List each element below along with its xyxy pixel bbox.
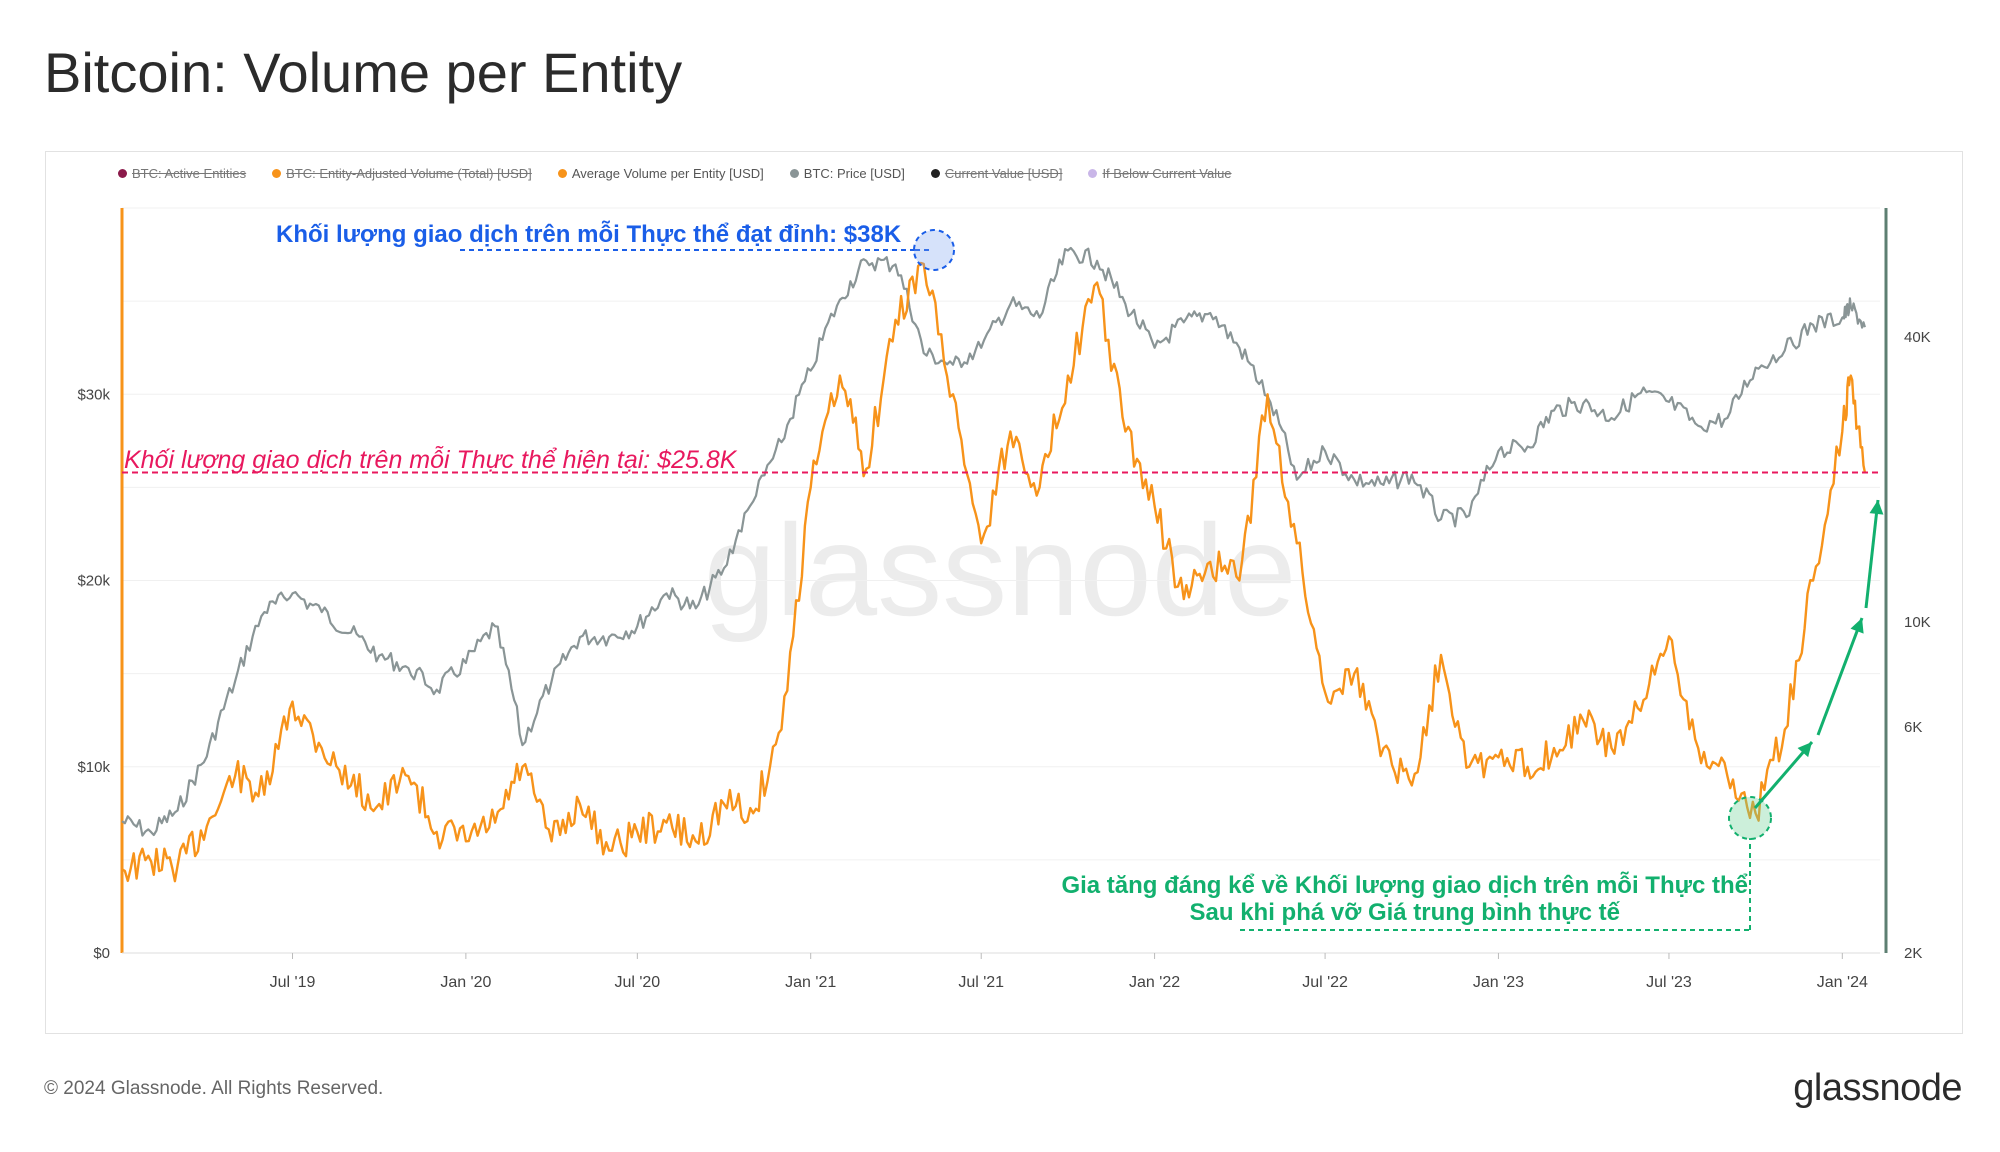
legend-label: BTC: Active Entities	[132, 166, 247, 181]
trend-arrow-head	[1869, 500, 1884, 515]
chart-container: BTC: Active Entities BTC: Entity-Adjuste…	[45, 151, 1963, 1034]
legend-marker	[789, 169, 799, 178]
x-tick-label: Jul '23	[1646, 974, 1692, 991]
legend-item-current-value[interactable]: Current Value [USD]	[930, 166, 1063, 181]
x-tick-label: Jan '23	[1473, 974, 1524, 991]
page-title: Bitcoin: Volume per Entity	[44, 41, 683, 104]
glassnode-logo: glassnode	[1793, 1067, 1962, 1109]
y-left-tick-label: $10k	[77, 759, 110, 776]
legend-label: Current Value [USD]	[944, 166, 1063, 181]
grid-lines	[122, 207, 1880, 954]
x-tick-label: Jul '20	[614, 974, 660, 991]
legend-marker	[557, 169, 567, 178]
legend-label: BTC: Price [USD]	[803, 166, 905, 181]
current-annotation: Khối lượng giao dịch trên mỗi Thực thể h…	[124, 445, 738, 474]
legend-label: Average Volume per Entity [USD]	[571, 166, 764, 181]
x-tick-label: Jan '22	[1129, 974, 1180, 991]
x-tick-label: Jan '24	[1817, 974, 1868, 991]
peak-marker	[913, 229, 955, 271]
annotations: Khối lượng giao dịch trên mỗi Thực thể đ…	[122, 220, 1884, 931]
y-left-tick-label: $30k	[77, 386, 110, 403]
increase-annotation-line1: Gia tăng đáng kể về Khối lượng giao dịch…	[1061, 871, 1748, 899]
x-tick-label: Jan '21	[785, 974, 836, 991]
y-right-tick-label: 6K	[1904, 719, 1922, 736]
bottom-marker	[1728, 796, 1772, 840]
x-tick-label: Jul '21	[958, 974, 1004, 991]
increase-annotation-line2: Sau khi phá vỡ Giá trung bình thực tế	[1190, 899, 1621, 926]
trend-arrow-shaft	[1816, 617, 1864, 736]
y-left-tick-label: $20k	[77, 573, 110, 590]
legend-marker	[930, 169, 940, 178]
average-volume-per-entity-line	[121, 261, 1867, 883]
legend-item-entity-adjusted-volume[interactable]: BTC: Entity-Adjusted Volume (Total) [USD…	[272, 166, 532, 181]
copyright-footer: © 2024 Glassnode. All Rights Reserved.	[44, 1078, 384, 1099]
x-tick-label: Jul '22	[1302, 974, 1348, 991]
legend-label: BTC: Entity-Adjusted Volume (Total) [USD…	[286, 166, 532, 181]
x-tick-label: Jan '20	[440, 974, 491, 991]
axes: $0 $10k $20k $30k 2K 6K 10K 40K Jul '19 Jan '20 Ju…	[77, 208, 1931, 991]
legend-item-active-entities[interactable]: BTC: Active Entities	[118, 166, 246, 181]
legend-item-average-volume-per-entity[interactable]: Average Volume per Entity [USD]	[557, 166, 764, 181]
legend-item-if-below-current-value[interactable]: If Below Current Value	[1088, 166, 1232, 181]
trend-arrow-shaft	[1864, 499, 1880, 609]
y-right-tick-label: 10K	[1904, 614, 1931, 631]
legend-marker	[118, 169, 127, 178]
btc-price-line	[121, 246, 1866, 837]
x-tick-label: Jul '19	[270, 974, 316, 991]
legend-marker	[272, 169, 282, 178]
y-left-tick-label: $0	[93, 945, 110, 962]
trend-arrows	[1753, 499, 1884, 809]
legend-marker	[1088, 169, 1098, 178]
trend-arrow-shaft	[1753, 741, 1814, 809]
y-right-tick-label: 40K	[1904, 329, 1931, 346]
series-layer	[121, 246, 1867, 883]
chart-legend: BTC: Active Entities BTC: Entity-Adjuste…	[118, 166, 1232, 181]
watermark: glassnode	[704, 497, 1297, 643]
trend-arrow-head	[1797, 742, 1812, 758]
trend-arrow-head	[1850, 618, 1864, 634]
legend-label: If Below Current Value	[1102, 166, 1232, 181]
peak-annotation: Khối lượng giao dịch trên mỗi Thực thể đ…	[276, 220, 902, 248]
y-right-tick-label: 2K	[1904, 945, 1922, 962]
legend-item-btc-price[interactable]: BTC: Price [USD]	[789, 166, 905, 181]
